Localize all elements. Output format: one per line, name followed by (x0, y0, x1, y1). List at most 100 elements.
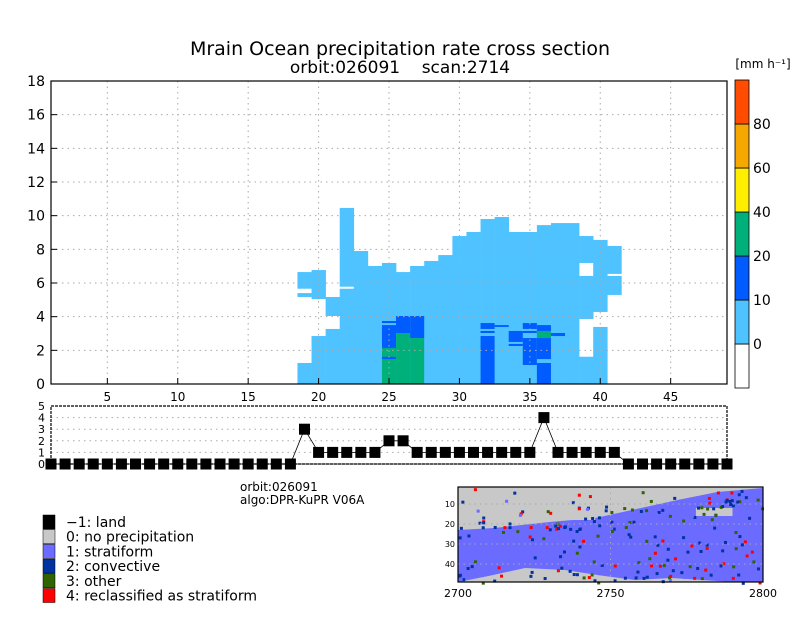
y-tick-label: 5 (38, 400, 45, 413)
legend-swatch (42, 573, 56, 589)
type-marker (59, 458, 71, 470)
pixel (745, 554, 749, 558)
x-tick-label: 10 (170, 390, 185, 404)
pixel (731, 576, 735, 580)
pixel (575, 529, 579, 533)
colorbar-label: 0 (753, 337, 762, 353)
pixel (562, 550, 566, 554)
colorbar: 0 10 20 40 60 80 (734, 79, 771, 389)
rain-cell (480, 323, 495, 329)
rain-cell (452, 236, 467, 384)
pixel (740, 543, 744, 547)
pixel (654, 513, 658, 517)
rain-cell (339, 207, 355, 287)
rain-cell (466, 231, 481, 384)
pixel (508, 526, 512, 530)
pixel (530, 570, 534, 574)
pixel (582, 521, 586, 525)
pixel (569, 527, 573, 531)
rain-cell (438, 255, 453, 384)
pixel (548, 528, 552, 532)
pixel (458, 573, 462, 577)
pixel (736, 500, 740, 504)
pixel (707, 496, 711, 500)
pixel (699, 550, 703, 554)
type-marker (580, 446, 592, 458)
x-tick-label: 2700 (444, 587, 472, 600)
pixel (734, 531, 738, 535)
pixel (597, 581, 601, 585)
pixel (577, 493, 581, 497)
legend-swatch (42, 544, 56, 559)
pixel (482, 521, 486, 525)
rain-cell (508, 343, 524, 346)
pixel (592, 520, 596, 524)
pixel (750, 550, 754, 554)
pixel (700, 506, 704, 510)
x-tick-label: 5 (104, 390, 112, 404)
type-marker (397, 435, 409, 447)
pixel (721, 504, 725, 508)
rain-cell (381, 321, 397, 324)
type-marker (313, 446, 325, 458)
rain-cell (410, 338, 425, 384)
pixel (712, 507, 716, 511)
pixel (723, 540, 727, 544)
pixel (693, 576, 697, 580)
pixel (587, 576, 591, 580)
type-marker (327, 446, 339, 458)
pixel (696, 506, 700, 510)
plot-frame (50, 405, 728, 465)
legend-label: 3: other (66, 574, 122, 590)
type-marker (200, 458, 212, 470)
rain-cell (593, 326, 608, 384)
rain-cell (536, 325, 552, 331)
pixel (508, 522, 512, 526)
pixel (730, 499, 734, 503)
pixel (549, 511, 553, 515)
chart-subtitle: orbit:026091 scan:2714 (290, 58, 510, 78)
y-tick-label: 20 (445, 520, 455, 529)
pixel (719, 564, 723, 568)
pixel (623, 507, 627, 511)
pixel (610, 511, 614, 515)
x-tick-label: 20 (311, 390, 326, 404)
y-tick-label: 2 (36, 343, 45, 359)
pixel (704, 568, 708, 572)
type-marker (566, 446, 578, 458)
pixel (591, 517, 595, 521)
rain-cell (579, 356, 594, 384)
pixel (634, 576, 638, 580)
pixel (542, 537, 546, 541)
colorbar-swatch (734, 79, 750, 125)
colorbar-swatch (734, 123, 750, 169)
pixel (642, 576, 646, 580)
rain-cell (593, 239, 608, 312)
pixel (653, 535, 657, 539)
colorbar-swatch (734, 255, 750, 301)
pixel (702, 512, 706, 516)
pixel (572, 539, 576, 543)
rain-cell (297, 272, 312, 289)
orbit-label: orbit:026091 (240, 480, 318, 494)
y-tick-label: 14 (27, 141, 45, 157)
pixel (604, 509, 608, 513)
colorbar-swatch (734, 167, 750, 213)
pixel (673, 496, 677, 500)
pixel (753, 515, 757, 519)
pixel (637, 561, 641, 565)
pixel (758, 581, 762, 585)
pixel (724, 500, 728, 504)
pixel (568, 569, 572, 573)
pixel (648, 557, 652, 561)
pixel (682, 536, 686, 540)
pixel (526, 531, 530, 535)
rain-cell (339, 288, 355, 384)
type-marker (383, 435, 395, 447)
pixel (458, 536, 462, 540)
pixel (481, 526, 485, 530)
pixel (462, 578, 466, 582)
rain-cell (396, 332, 411, 384)
pixel (493, 525, 497, 529)
pixel (513, 491, 517, 495)
